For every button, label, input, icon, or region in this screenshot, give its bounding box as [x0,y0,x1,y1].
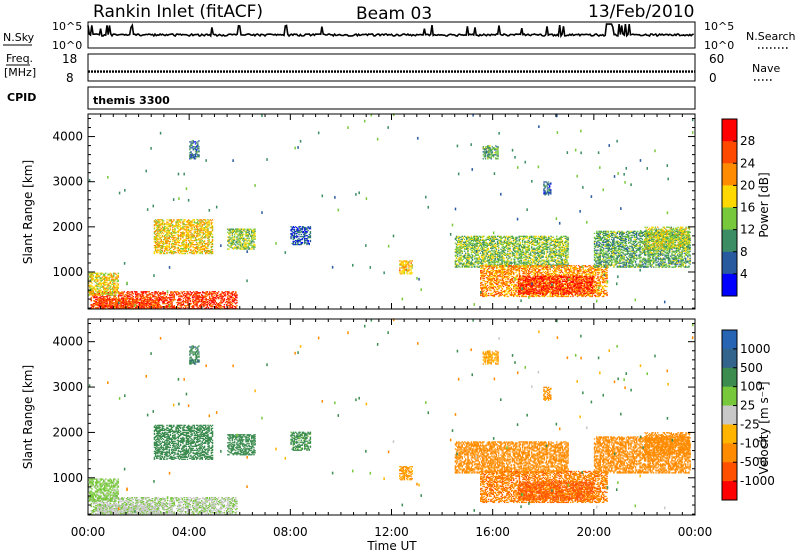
power-cell [236,300,237,301]
power-cell [145,298,146,299]
cpid-frame [88,87,695,109]
power-cell [97,307,98,308]
power-cell [207,291,208,292]
freq-tick-bottom: 8 [66,71,74,85]
power-cell [174,305,175,306]
freq-panel: Freq. [MHz] 18 8 60 0 Nave [4,52,780,85]
power-cell [116,298,117,299]
power-cell [133,296,134,297]
power-cell [232,303,233,304]
power-cell [101,290,102,291]
radar-summary-plot: Rankin Inlet (fitACF) Beam 03 13/Feb/201… [0,0,800,554]
power-cell [93,278,94,279]
power-cell [152,292,153,293]
power-cell [180,299,181,300]
station-title: Rankin Inlet (fitACF) [93,2,263,22]
power-cell [236,297,237,298]
power-cell [229,299,230,300]
power-cell [97,279,98,280]
power-patch-2 [88,273,119,296]
power-cell [148,305,149,306]
freq-label-1: Freq. [6,52,33,65]
power-cell [149,291,150,292]
nsky-series-line [88,24,694,36]
power-cell [91,297,92,298]
power-cell [158,300,159,301]
power-cell [96,296,97,297]
nsky-tick-bottom: 10^0 [52,39,82,52]
power-cell [107,304,108,305]
power-cell [225,293,226,294]
nave-tick-bottom: 0 [709,71,717,85]
power-cell [99,294,100,295]
power-cell [136,291,137,292]
power-cell [236,305,237,306]
power-cell [190,300,191,301]
power-cell [236,294,237,295]
power-cell [200,292,201,293]
power-cell [150,298,151,299]
nsky-tick-top: 10^5 [52,20,82,33]
power-cell [165,292,166,293]
power-cell [124,291,125,292]
nsky-label: N.Sky [3,31,35,44]
power-cell [97,288,98,289]
power-cell [97,273,98,274]
power-cell [143,300,144,301]
power-cell [190,298,191,299]
freq-tick-top: 18 [62,52,77,66]
power-cell [158,304,159,305]
power-cell [127,298,128,299]
power-cell [138,299,139,300]
power-cell [212,306,213,307]
cpid-label: CPID [7,91,36,104]
power-cell [228,291,229,292]
power-cell [218,291,219,292]
date-label: 13/Feb/2010 [588,2,694,22]
power-cell [224,306,225,307]
power-cell [187,291,188,292]
power-cell [110,297,111,298]
nave-tick-top: 60 [709,52,724,66]
nsearch-tick-bottom: 10^0 [704,39,734,52]
power-cell [121,298,122,299]
power-cell [151,300,152,301]
power-panel: 1000200030004000 Slant Range [km] 282420… [21,113,771,309]
power-cell [121,306,122,307]
power-cell [235,291,236,292]
power-cell [224,304,225,305]
power-cell [175,299,176,300]
power-cell [191,303,192,304]
power-cell [179,293,180,294]
power-cell [91,283,92,284]
nsearch-label: N.Search [746,30,796,43]
power-cell [233,291,234,292]
power-cell [93,275,94,276]
beam-label: Beam 03 [356,4,432,24]
power-cell [215,300,216,301]
power-cell [213,295,214,296]
power-cell [208,307,209,308]
power-cell [133,293,134,294]
power-cell [159,302,160,303]
power-cell [167,294,168,295]
nsky-panel: N.Sky 10^5 10^0 10^5 10^0 N.Search [3,20,796,52]
freq-frame [88,54,695,81]
power-cell [147,298,148,299]
power-cell [174,294,175,295]
power-cell [143,295,144,296]
power-cell [132,291,133,292]
power-cell [143,302,144,303]
power-cell [209,296,210,297]
power-cell [236,302,237,303]
freq-label-2: [MHz] [4,66,36,79]
cpid-panel: CPID themis 3300 [7,87,695,109]
power-cell [157,302,158,303]
power-cell [184,291,185,292]
power-data-layer [88,113,693,309]
cpid-value: themis 3300 [93,94,170,107]
nave-label: Nave [752,62,780,75]
power-cell [224,298,225,299]
nsearch-tick-top: 10^5 [704,20,734,33]
